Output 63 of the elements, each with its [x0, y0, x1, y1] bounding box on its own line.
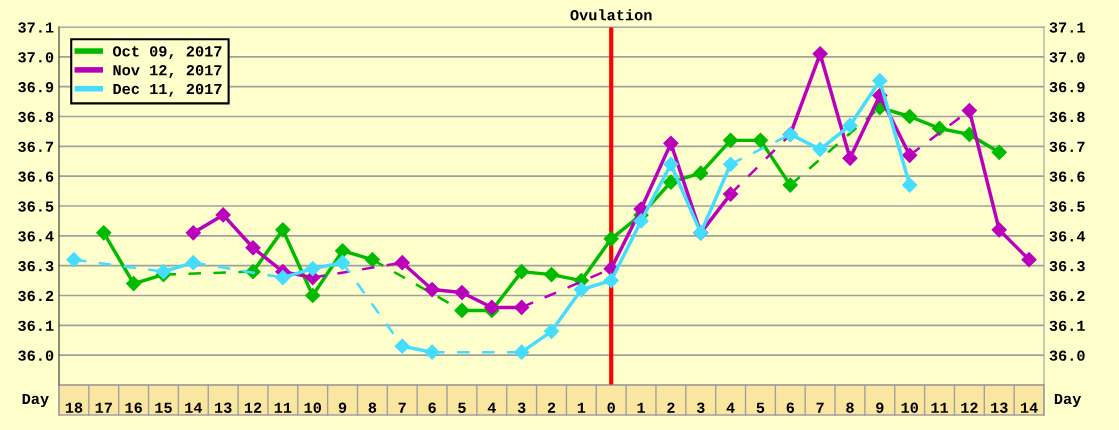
x-tick-label: 18 — [65, 402, 83, 413]
x-tick-label: 13 — [991, 402, 1008, 413]
y-tick-label: 36.0 — [18, 350, 54, 361]
y2-tick-label: 37.1 — [1049, 22, 1085, 33]
x-tick-label: 5 — [756, 402, 765, 413]
x-tick-label: 12 — [244, 402, 262, 413]
ref-line-label: Ovulation — [570, 9, 652, 21]
y-tick-label: 36.6 — [18, 171, 54, 182]
y-tick-label: 36.3 — [18, 260, 54, 272]
y-tick-label: 36.4 — [18, 231, 54, 242]
x-tick-label: 8 — [368, 402, 377, 413]
x-tick-label: 10 — [901, 402, 918, 413]
y2-tick-label: 36.7 — [1049, 141, 1085, 153]
x-tick-label: 8 — [846, 402, 854, 413]
x-tick-label: 3 — [517, 402, 526, 413]
y-tick-label: 36.2 — [18, 290, 54, 302]
x-tick-label: 6 — [786, 402, 795, 413]
y2-tick-label: 37.0 — [1049, 52, 1085, 63]
x-tick-label: 0 — [607, 402, 615, 413]
y-tick-label: 36.8 — [18, 111, 54, 123]
y2-tick-label: 36.2 — [1049, 290, 1085, 302]
y-tick-label: 36.7 — [18, 141, 54, 153]
legend-label: Dec 11, 2017 — [113, 83, 222, 97]
y-tick-label: 37.0 — [18, 52, 54, 63]
x-tick-label: 7 — [816, 402, 824, 413]
legend-label: Nov 12, 2017 — [113, 65, 222, 78]
y2-tick-label: 36.6 — [1049, 171, 1085, 182]
y2-tick-label: 36.0 — [1049, 350, 1085, 361]
y-tick-label: 36.5 — [18, 201, 54, 212]
text: Day — [1054, 393, 1082, 408]
x-tick-label: 11 — [931, 402, 949, 413]
x-tick-label: 1 — [637, 402, 645, 413]
x-tick-label: 9 — [338, 402, 347, 413]
x-tick-label: 2 — [667, 402, 675, 413]
x-tick-label: 11 — [274, 402, 292, 413]
x-tick-label: 1 — [577, 402, 586, 413]
x-tick-label: 4 — [487, 402, 496, 413]
x-axis-title: Day — [22, 393, 49, 408]
x-tick-label: 13 — [215, 402, 232, 413]
y2-tick-label: 36.3 — [1049, 260, 1085, 272]
x-tick-label: 7 — [398, 402, 406, 413]
y-tick-label: 37.1 — [18, 22, 54, 33]
y2-tick-label: 36.9 — [1049, 81, 1085, 93]
y-tick-label: 36.9 — [18, 81, 54, 93]
x-tick-label: 14 — [1020, 402, 1038, 413]
y2-tick-label: 36.1 — [1049, 320, 1085, 332]
x-tick-label: 17 — [95, 402, 112, 413]
y2-tick-label: 36.5 — [1049, 201, 1085, 212]
x-tick-label: 6 — [428, 402, 436, 413]
x-tick-label: 3 — [696, 402, 705, 413]
y-tick-label: 36.1 — [18, 320, 54, 332]
x-tick-label: 2 — [547, 402, 556, 413]
x-tick-label: 4 — [726, 402, 735, 413]
x-tick-label: 5 — [458, 402, 466, 413]
y2-tick-label: 36.8 — [1049, 111, 1085, 123]
x-tick-label: 12 — [961, 402, 978, 413]
legend-label: Oct 09, 2017 — [113, 46, 222, 60]
x-tick-label: 15 — [155, 402, 172, 413]
y2-tick-label: 36.4 — [1049, 231, 1086, 242]
x-tick-label: 9 — [876, 402, 884, 413]
x-tick-label: 14 — [185, 402, 203, 413]
x-tick-label: 16 — [125, 402, 142, 413]
x-tick-label: 10 — [304, 402, 321, 413]
